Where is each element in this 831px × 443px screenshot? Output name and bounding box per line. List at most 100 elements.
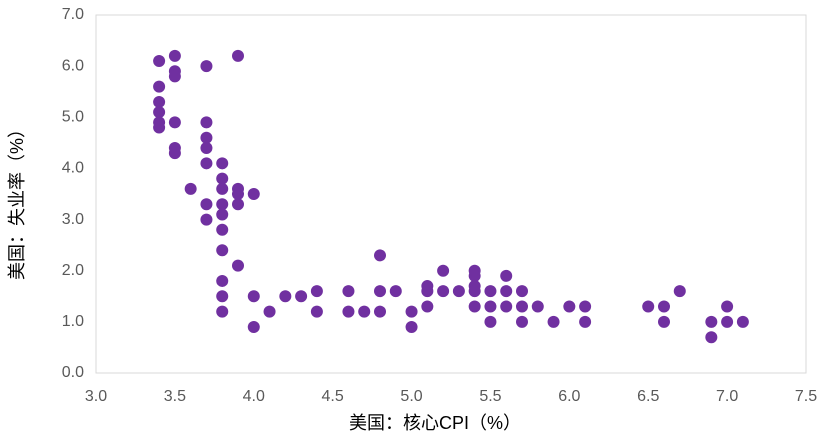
scatter-point (153, 80, 166, 93)
scatter-point (374, 305, 386, 318)
x-tick-label: 6.0 (558, 388, 580, 405)
scatter-point (279, 290, 292, 303)
x-tick-label: 5.5 (479, 388, 501, 405)
x-tick-label: 3.5 (164, 388, 186, 405)
scatter-point (216, 208, 229, 221)
scatter-point (168, 70, 181, 83)
scatter-point (452, 285, 465, 298)
scatter-point (642, 300, 655, 313)
scatter-point (405, 305, 418, 318)
scatter-point (342, 285, 355, 298)
scatter-point (247, 320, 260, 333)
scatter-point (658, 315, 670, 328)
scatter-point (310, 285, 323, 298)
scatter-point (468, 300, 481, 313)
scatter-point (247, 188, 260, 200)
scatter-point (579, 300, 592, 313)
scatter-point (295, 290, 308, 303)
scatter-point (200, 141, 213, 154)
scatter-point (468, 285, 481, 298)
scatter-point (736, 315, 749, 328)
scatter-point (310, 305, 323, 318)
x-tick-label: 4.5 (322, 388, 344, 405)
scatter-point (421, 300, 434, 313)
scatter-point (216, 274, 229, 287)
scatter-point (468, 269, 481, 282)
scatter-point (516, 315, 528, 328)
scatter-point (216, 157, 229, 170)
scatter-point (200, 157, 213, 170)
scatter-point (168, 49, 181, 62)
y-tick-label: 0.0 (62, 364, 84, 381)
scatter-point (516, 285, 528, 298)
scatter-point (232, 198, 244, 211)
y-tick-label: 3.0 (62, 211, 84, 228)
scatter-point (405, 320, 418, 333)
scatter-point (200, 198, 213, 211)
x-axis-title: 美国：核心CPI（%） (349, 413, 521, 433)
scatter-point (421, 285, 434, 298)
scatter-point (184, 182, 197, 195)
y-tick-label: 6.0 (62, 57, 84, 74)
scatter-point (437, 285, 450, 298)
y-tick-label: 4.0 (62, 160, 84, 177)
scatter-point (721, 315, 734, 328)
scatter-point (358, 305, 371, 318)
y-tick-label: 1.0 (62, 313, 84, 330)
x-tick-label: 4.0 (243, 388, 265, 405)
scatter-point (579, 315, 592, 328)
x-tick-label: 5.0 (400, 388, 422, 405)
scatter-point (484, 315, 497, 328)
scatter-point (216, 290, 229, 303)
scatter-point (389, 285, 402, 298)
scatter-point (500, 269, 513, 282)
x-tick-label: 7.0 (716, 388, 738, 405)
scatter-point (232, 188, 244, 200)
scatter-point (232, 49, 244, 62)
scatter-point (705, 331, 718, 344)
scatter-point (216, 198, 229, 211)
x-tick-label: 7.5 (795, 388, 817, 405)
scatter-point (200, 131, 213, 144)
scatter-point (484, 300, 497, 313)
y-tick-label: 7.0 (62, 6, 84, 23)
y-axis-title: 美国：失业率（%） (7, 120, 27, 280)
scatter-point (216, 182, 229, 195)
scatter-point (437, 264, 450, 277)
scatter-point (153, 95, 166, 108)
scatter-point (705, 315, 718, 328)
scatter-point (531, 300, 544, 313)
y-tick-label: 5.0 (62, 109, 84, 126)
scatter-point (153, 121, 166, 134)
scatter-point (516, 300, 528, 313)
scatter-point (673, 285, 686, 298)
scatter-point (168, 147, 181, 160)
scatter-point (342, 305, 355, 318)
scatter-point (216, 172, 229, 185)
scatter-point (216, 305, 229, 318)
scatter-point (200, 60, 213, 73)
x-tick-label: 6.5 (637, 388, 659, 405)
scatter-point (200, 116, 213, 129)
scatter-point (500, 285, 513, 298)
scatter-point (247, 290, 260, 303)
scatter-point (658, 300, 670, 313)
scatter-point (374, 249, 386, 262)
scatter-point (216, 244, 229, 257)
scatter-point (547, 315, 560, 328)
scatter-point (153, 106, 166, 119)
scatter-point (232, 259, 244, 272)
scatter-point (374, 285, 386, 298)
plot-frame (95, 14, 807, 374)
scatter-point (563, 300, 576, 313)
scatter-point (216, 223, 229, 236)
scatter-point (721, 300, 734, 313)
scatter-point (200, 213, 213, 226)
scatter-point (500, 300, 513, 313)
x-tick-label: 3.0 (85, 388, 107, 405)
scatter-point (263, 305, 276, 318)
scatter-point (168, 116, 181, 129)
scatter-point (484, 285, 497, 298)
y-tick-label: 2.0 (62, 262, 84, 279)
